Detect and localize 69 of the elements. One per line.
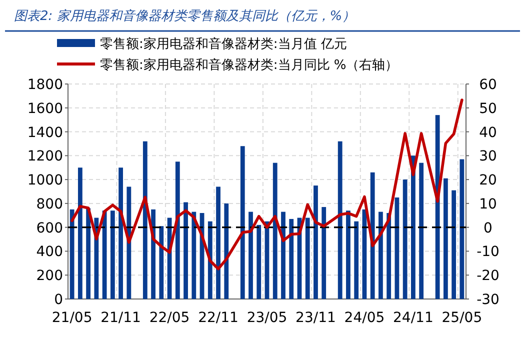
legend-label: 零售额:家用电器和音像器材类:当月同比 %（右轴） [100,57,398,73]
y2-tick-label: 0 [484,220,492,236]
bar [175,162,180,299]
bar [443,178,448,299]
bar [118,168,123,299]
y-tick-label: 800 [36,196,63,212]
bar [70,209,74,299]
bar [110,210,115,299]
y2-tick-label: 10 [479,196,497,212]
bar [322,207,326,299]
bar [142,141,148,299]
bar [386,213,392,299]
bar [102,210,107,299]
x-tick-label: 23/11 [296,310,336,326]
bar [208,221,212,299]
y2-tick-label: -20 [476,268,500,284]
bar [314,186,318,299]
y-tick-label: 400 [36,244,63,260]
x-tick-label: 21/11 [100,310,141,326]
y2-tick-label: 50 [479,100,497,117]
y2-tick-label: 30 [479,148,497,165]
bar [378,212,383,299]
bar [370,172,375,299]
x-tick-label: 21/05 [52,310,92,326]
bar [216,186,220,299]
chart-title: 图表2: 家用电器和音像器材类零售额及其同比（亿元，%） [14,8,356,24]
bar [346,210,350,299]
bar [419,162,424,299]
bar [452,190,456,299]
bar [411,156,416,299]
y-tick-label: 600 [36,220,63,236]
bar [78,168,82,299]
x-tick-label: 23/05 [246,310,288,326]
y-tick-label: 1600 [27,100,63,117]
bar [338,141,342,299]
bar [305,218,310,299]
y2-tick-label: 60 [479,77,497,93]
x-tick-label: 25/05 [442,310,482,326]
bar [224,203,229,299]
x-tick-label: 24/05 [344,310,385,326]
line-series [70,98,464,270]
bar [184,202,188,299]
x-tick-label: 22/05 [149,310,190,326]
legend-label: 零售额:家用电器和音像器材类:当月值 亿元 [100,36,347,52]
y2-tick-label: 40 [479,124,497,141]
y-tick-label: 1200 [27,148,63,165]
y-tick-label: 1400 [27,124,63,141]
y-tick-label: 0 [54,292,63,308]
y-tick-label: 200 [36,268,63,284]
y2-tick-label: -10 [476,244,500,260]
y2-tick-label: 20 [479,172,497,189]
bar [86,208,91,299]
bar [256,224,262,299]
y-tick-label: 1000 [27,172,63,189]
bar [248,212,253,299]
bar [272,162,278,299]
x-tick-label: 24/11 [393,310,434,326]
bar [460,159,464,299]
bar [289,218,294,299]
y-tick-label: 1800 [27,77,63,93]
bar [159,226,164,299]
y2-tick-label: -30 [476,292,500,308]
bar [402,180,408,299]
x-tick-label: 22/11 [198,310,238,326]
bar [281,212,286,299]
bar [394,197,400,299]
bar [240,146,245,299]
bar [192,212,196,299]
bar [354,221,359,299]
